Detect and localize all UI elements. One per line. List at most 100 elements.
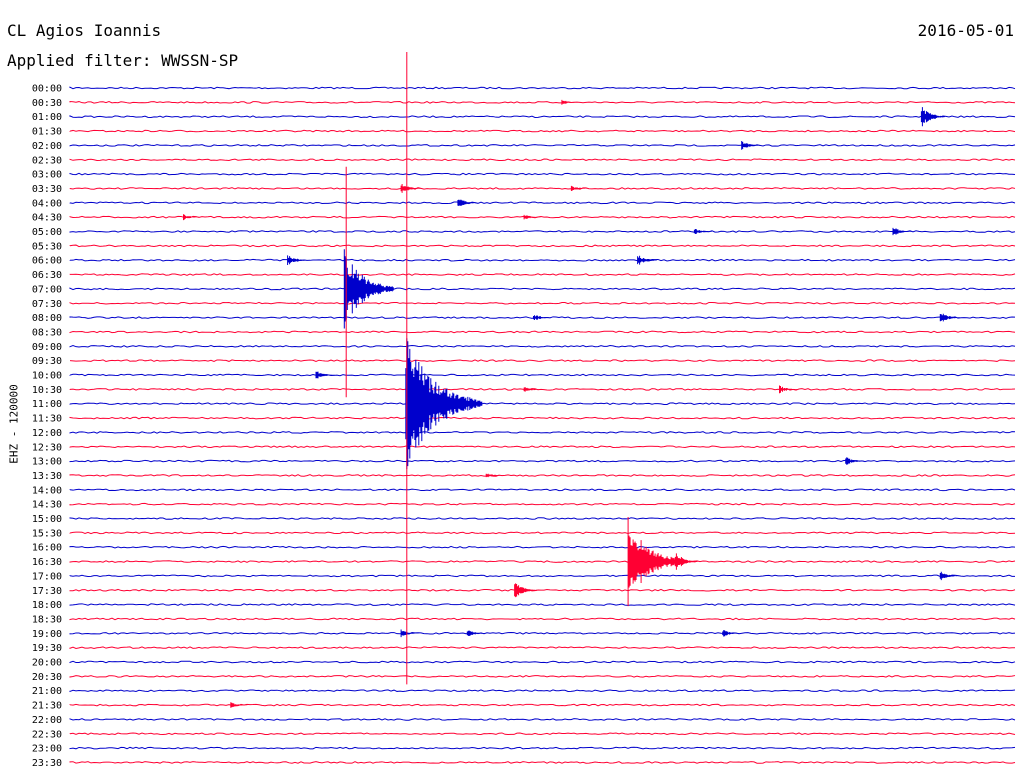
trace-line xyxy=(69,718,1016,721)
trace-line xyxy=(69,502,1016,506)
trace-line xyxy=(69,144,1016,147)
row-time-label: 11:00 xyxy=(32,399,62,410)
row-time-label: 18:00 xyxy=(32,600,62,611)
event-burst xyxy=(570,185,588,191)
row-time-label: 01:00 xyxy=(32,112,62,123)
event-burst xyxy=(400,184,421,193)
event-burst xyxy=(779,385,797,394)
event-burst xyxy=(674,553,698,570)
trace-line xyxy=(69,86,1016,90)
trace-line xyxy=(69,187,1016,190)
row-time-label: 08:30 xyxy=(32,327,62,338)
event-burst xyxy=(939,313,960,322)
event-burst xyxy=(287,255,308,265)
trace-line xyxy=(69,301,1016,305)
row-time-label: 11:30 xyxy=(32,414,62,425)
row-time-label: 14:00 xyxy=(32,485,62,496)
trace-line xyxy=(69,603,1016,606)
row-time-label: 05:00 xyxy=(32,227,62,238)
row-time-label: 15:30 xyxy=(32,528,62,539)
trace-line xyxy=(69,172,1016,176)
trace-line xyxy=(69,258,1016,262)
row-time-label: 01:30 xyxy=(32,127,62,138)
event-burst xyxy=(722,630,741,637)
row-time-label: 09:30 xyxy=(32,356,62,367)
event-burst xyxy=(466,630,485,636)
event-burst xyxy=(845,457,865,465)
row-time-label: 10:00 xyxy=(32,371,62,382)
row-time-label: 10:30 xyxy=(32,385,62,396)
event-burst xyxy=(627,517,683,607)
trace-line xyxy=(69,230,1016,233)
trace-line xyxy=(69,445,1016,449)
row-time-label: 06:00 xyxy=(32,256,62,267)
trace-line xyxy=(69,703,1016,707)
event-burst xyxy=(939,571,959,581)
row-time-label: 19:00 xyxy=(32,629,62,640)
row-time-label: 20:00 xyxy=(32,658,62,669)
trace-line xyxy=(69,761,1016,764)
trace-line xyxy=(69,416,1016,420)
row-time-label: 23:30 xyxy=(32,758,62,769)
row-time-label: 21:30 xyxy=(32,701,62,712)
event-burst xyxy=(920,107,945,127)
row-time-label: 20:30 xyxy=(32,672,62,683)
row-time-label: 16:00 xyxy=(32,543,62,554)
row-time-label: 02:00 xyxy=(32,141,62,152)
trace-line xyxy=(69,402,1016,406)
trace-line xyxy=(69,215,1016,219)
event-burst xyxy=(561,99,579,105)
row-time-label: 17:30 xyxy=(32,586,62,597)
event-burst xyxy=(693,229,712,234)
event-burst xyxy=(637,255,658,265)
trace-line xyxy=(69,660,1016,664)
row-time-label: 12:00 xyxy=(32,428,62,439)
event-burst xyxy=(405,338,483,470)
row-time-label: 04:00 xyxy=(32,198,62,209)
row-time-label: 22:00 xyxy=(32,715,62,726)
row-time-label: 09:00 xyxy=(32,342,62,353)
row-time-label: 07:30 xyxy=(32,299,62,310)
event-burst xyxy=(343,249,394,329)
row-time-label: 12:30 xyxy=(32,442,62,453)
trace-line xyxy=(69,474,1016,477)
trace-line xyxy=(69,560,1016,563)
trace-line xyxy=(69,201,1016,205)
event-burst xyxy=(523,214,541,220)
row-time-label: 21:00 xyxy=(32,686,62,697)
event-burst xyxy=(183,214,200,221)
trace-line xyxy=(69,287,1016,291)
event-burst xyxy=(892,227,912,236)
row-time-label: 23:00 xyxy=(32,744,62,755)
row-time-label: 13:30 xyxy=(32,471,62,482)
tick-label-group: 00:00 00:30 01:00 01:30 02:00 02:30 03:00 03:30… xyxy=(32,84,62,769)
row-time-label: 02:30 xyxy=(32,155,62,166)
trace-line xyxy=(69,488,1016,492)
row-time-label: 17:00 xyxy=(32,571,62,582)
row-time-label: 19:30 xyxy=(32,643,62,654)
trace-line xyxy=(69,373,1016,377)
filter-label: Applied filter: WWSSN-SP xyxy=(7,51,239,70)
trace-line xyxy=(69,359,1016,362)
row-time-label: 03:30 xyxy=(32,184,62,195)
trace-line xyxy=(69,517,1016,520)
trace-line xyxy=(69,646,1016,649)
event-burst xyxy=(457,199,478,206)
trace-line xyxy=(69,330,1016,334)
event-burst xyxy=(230,702,248,708)
event-burst xyxy=(315,371,335,379)
trace-line xyxy=(69,631,1016,635)
trace-line xyxy=(69,129,1016,133)
event-burst xyxy=(741,141,761,150)
trace-line xyxy=(69,459,1016,463)
event-burst xyxy=(514,583,538,598)
trace-line xyxy=(69,344,1016,348)
trace-line xyxy=(69,531,1016,535)
trace-line xyxy=(69,545,1016,549)
trace-line xyxy=(69,689,1016,693)
row-time-label: 13:00 xyxy=(32,457,62,468)
trace-line xyxy=(69,158,1016,162)
trace-group xyxy=(69,52,1016,764)
trace-line xyxy=(69,388,1016,391)
